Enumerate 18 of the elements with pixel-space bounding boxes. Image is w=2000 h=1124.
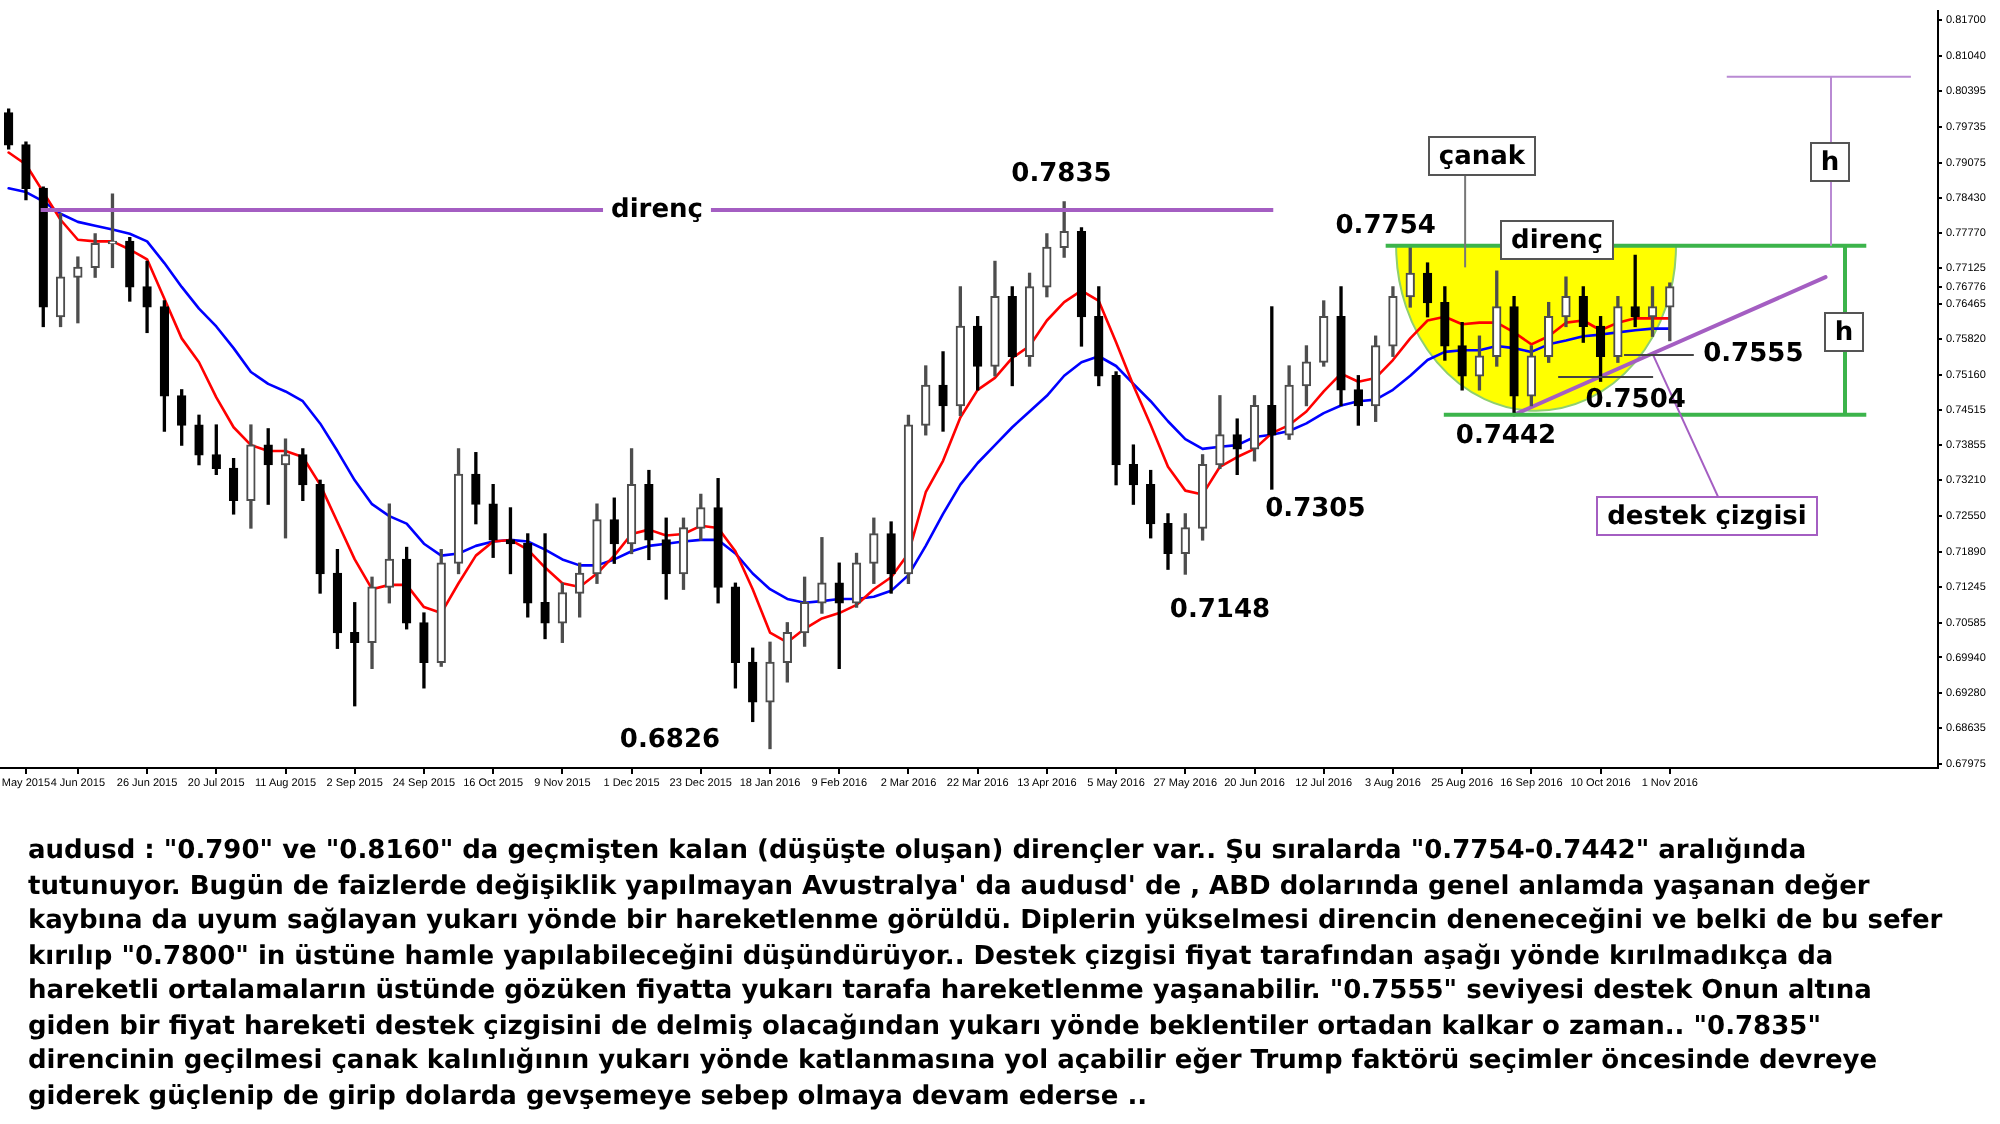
annotation: 0.7555 (1703, 338, 1804, 369)
ref-line-label: direnç (611, 194, 703, 225)
annotation: direnç (1511, 225, 1603, 256)
annotation: h (1820, 147, 1840, 178)
text: audusd : "0.790" ve "0.8160" da geçmişten kalan (düşüşte oluşan) dirençler var.. Şu sıralarda "0.7754-0.7442" aralığında tutunuyor. Bugün de faizlerde değişiklik yapılmayan Avustralya' da audusd' de , ABD dolarında genel anlamda yaşanan değer kaybına da uyum sağlayan yukarı yönde bir hareketlenme görüldü. Diplerin yükselmesi direncin deneneceğini ve belki de bu sefer kırılıp "0.7800" in üstüne hamle yapılabileceğini düşündürüyor.. Destek çizgisi fiyat tarafından aşağı yönde kırılmadıkça da hareketli ortalamaların üstünde gözüken fiyatta yukarı tarafa hareketlenme yaşanabilir. "0.7555" seviyesi destek Onun altına giden bir fiyat hareketi destek çizgisini de delmiş olacağından yukarı yönde beklentiler ortadan kalkar o zaman.. "0.7835" direncinin geçilmesi çanak kalınlığının yukarı yönde katlanmasına yol açabilir eğer Trump faktörü seçimler öncesinde devreye giderek güçlenip de girip dolarda gevşemeye sebep olmaya devam ederse .. (28, 834, 1945, 1114)
annotation: 0.7148 (1169, 594, 1271, 625)
annotation: 0.7835 (1011, 158, 1112, 189)
annotation: h (1834, 317, 1854, 348)
ref-line-label: 0.7754 (1335, 211, 1436, 242)
annotation: çanak (1438, 141, 1526, 172)
candlestick (540, 533, 550, 640)
annotation: 0.7305 (1265, 494, 1366, 525)
text: destek çizgisi (1607, 501, 1807, 532)
candlestick (73, 256, 83, 324)
candlestick (817, 537, 827, 614)
ref-line-label: 0.7442 (1455, 420, 1557, 451)
annotation: 0.6826 (619, 725, 721, 756)
candlestick (938, 351, 948, 432)
